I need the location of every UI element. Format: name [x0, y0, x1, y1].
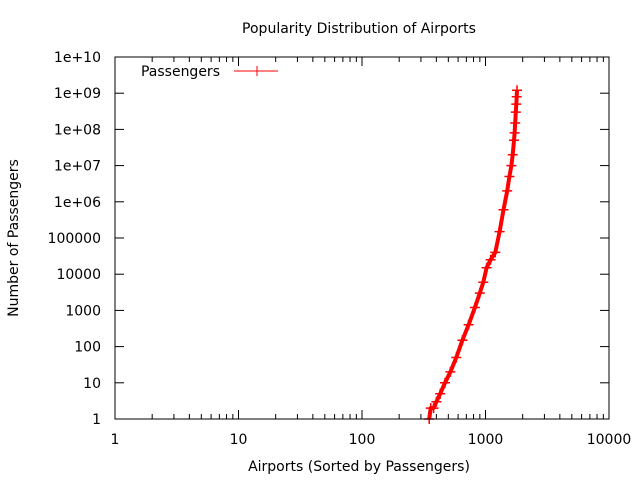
data-point	[509, 127, 520, 138]
legend-marker	[252, 66, 262, 76]
series-line	[427, 90, 519, 420]
y-tick-label: 10	[83, 376, 101, 392]
y-tick-label: 1e+10	[54, 50, 101, 66]
data-point	[474, 288, 485, 299]
y-axis-label: Number of Passengers	[6, 159, 22, 317]
x-axis-label: Airports (Sorted by Passengers)	[248, 459, 470, 475]
data-point	[428, 403, 439, 414]
data-point	[445, 366, 456, 377]
data-point	[490, 247, 501, 258]
data-point	[512, 85, 522, 96]
data-point	[485, 254, 496, 265]
y-tick-label: 100000	[48, 231, 101, 247]
legend: Passengers	[141, 64, 278, 80]
data-point	[463, 319, 474, 330]
y-tick-label: 1e+08	[54, 122, 101, 138]
y-tick-label: 10000	[56, 267, 101, 283]
y-tick-label: 1e+09	[54, 86, 101, 102]
data-point	[451, 352, 462, 363]
data-point	[510, 118, 521, 128]
data-point	[494, 226, 505, 237]
data-point	[502, 185, 513, 196]
x-tick-label: 10000	[587, 432, 632, 448]
x-tick-label: 100	[349, 432, 376, 448]
data-point	[504, 171, 515, 182]
data-point	[457, 335, 468, 346]
plot-area	[424, 85, 522, 424]
data-point	[435, 388, 446, 399]
x-tick-label: 1000	[468, 432, 504, 448]
data-point	[481, 262, 492, 273]
plot-frame	[114, 56, 610, 420]
y-tick-label: 1e+07	[54, 159, 101, 175]
axis-ticks: 1 10 100 1000 10000 1 10 100 1000 10000 100000 1e+0…	[48, 50, 632, 448]
data-point	[440, 377, 450, 388]
data-point	[506, 160, 517, 171]
data-point	[469, 302, 480, 313]
y-tick-label: 1000	[65, 303, 101, 319]
chart-title: Popularity Distribution of Airports	[242, 21, 476, 37]
y-tick-label: 1	[92, 412, 101, 428]
x-tick-label: 10	[230, 432, 248, 448]
data-point	[478, 277, 489, 288]
data-point	[507, 149, 518, 160]
data-point	[498, 204, 509, 215]
x-tick-label: 1	[111, 432, 120, 448]
legend-label: Passengers	[141, 64, 220, 80]
y-tick-label: 100	[74, 340, 101, 356]
data-point	[431, 396, 442, 407]
y-tick-label: 1e+06	[54, 195, 101, 211]
